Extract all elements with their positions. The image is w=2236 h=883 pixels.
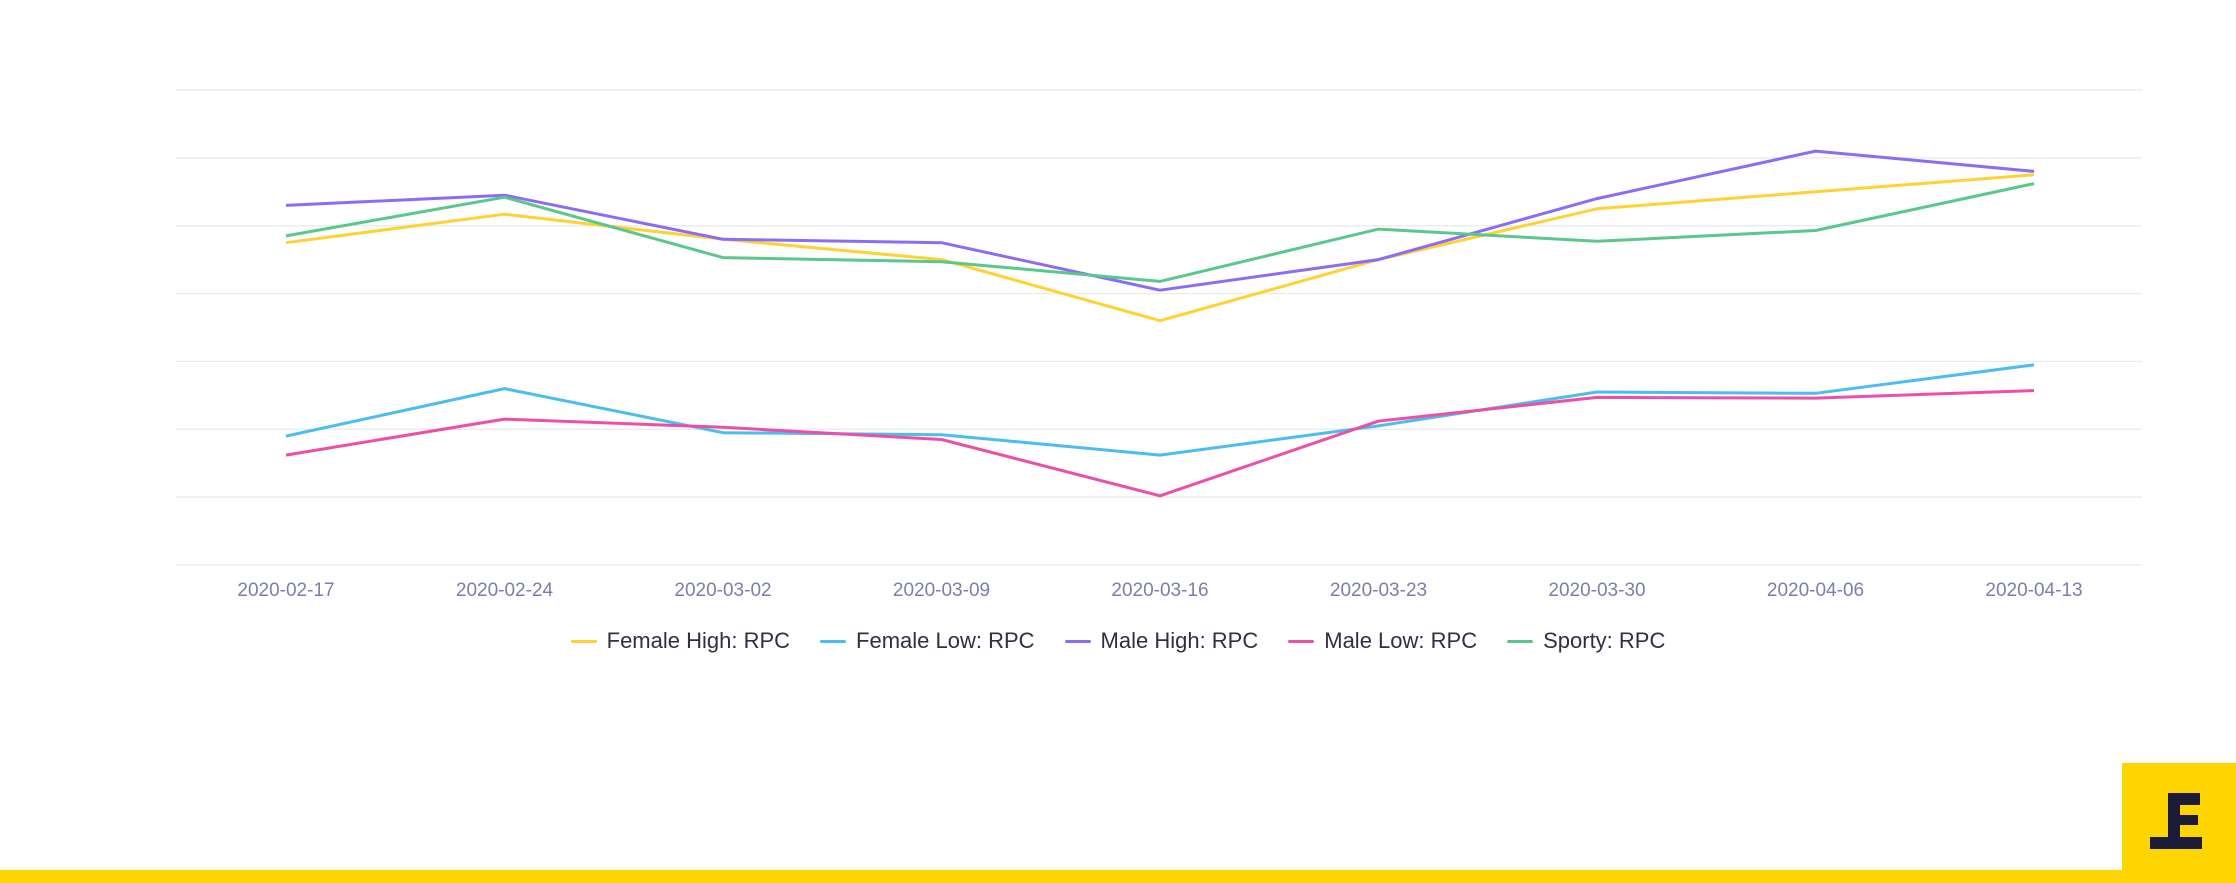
legend-label: Female High: RPC (606, 628, 791, 653)
line-chart: 2020-02-17 2020-02-24 2020-03-02 2020-03-09… (176, 89, 2142, 601)
legend-swatch (1064, 639, 1091, 643)
x-tick-label: 2020-03-16 (1111, 580, 1208, 601)
x-tick-label: 2020-03-30 (1548, 580, 1645, 601)
legend-swatch (570, 639, 597, 643)
chart-legend: Female High: RPC Female Low: RPC Male High… (0, 628, 2236, 654)
chart-svg: 2020-02-17 2020-02-24 2020-03-02 2020-03-09… (176, 89, 2142, 601)
x-axis-ticks: 2020-02-17 2020-02-24 2020-03-02 2020-03-09… (237, 580, 2082, 601)
legend-item[interactable]: Male Low: RPC (1288, 628, 1477, 654)
legend-item[interactable]: Sporty: RPC (1507, 628, 1665, 654)
x-tick-label: 2020-04-13 (1985, 580, 2082, 601)
series-line-4 (285, 182, 2035, 283)
x-tick-label: 2020-04-06 (1767, 580, 1864, 601)
legend-swatch (1288, 639, 1315, 643)
brand-logo-icon (2150, 793, 2202, 849)
legend-label: Female Low: RPC (856, 628, 1035, 653)
legend-label: Male High: RPC (1100, 628, 1259, 653)
x-tick-label: 2020-03-02 (674, 580, 771, 601)
legend-item[interactable]: Female Low: RPC (820, 628, 1035, 654)
series-line-3 (285, 389, 2035, 498)
legend-swatch (820, 639, 847, 643)
grid-lines (176, 89, 2142, 566)
legend-label: Male Low: RPC (1324, 628, 1478, 653)
x-tick-label: 2020-03-23 (1330, 580, 1427, 601)
legend-swatch (1507, 639, 1534, 643)
series-line-1 (285, 363, 2035, 457)
series-lines (285, 149, 2035, 498)
x-tick-label: 2020-02-24 (456, 580, 554, 601)
x-tick-label: 2020-03-09 (893, 580, 990, 601)
brand-bottom-bar (0, 870, 2236, 883)
legend-item[interactable]: Female High: RPC (570, 628, 791, 654)
legend-item[interactable]: Male High: RPC (1064, 628, 1259, 654)
series-line-0 (285, 173, 2035, 323)
legend-label: Sporty: RPC (1543, 628, 1666, 653)
x-tick-label: 2020-02-17 (237, 580, 334, 601)
series-line-2 (285, 149, 2035, 292)
brand-logo-badge (2122, 763, 2236, 883)
